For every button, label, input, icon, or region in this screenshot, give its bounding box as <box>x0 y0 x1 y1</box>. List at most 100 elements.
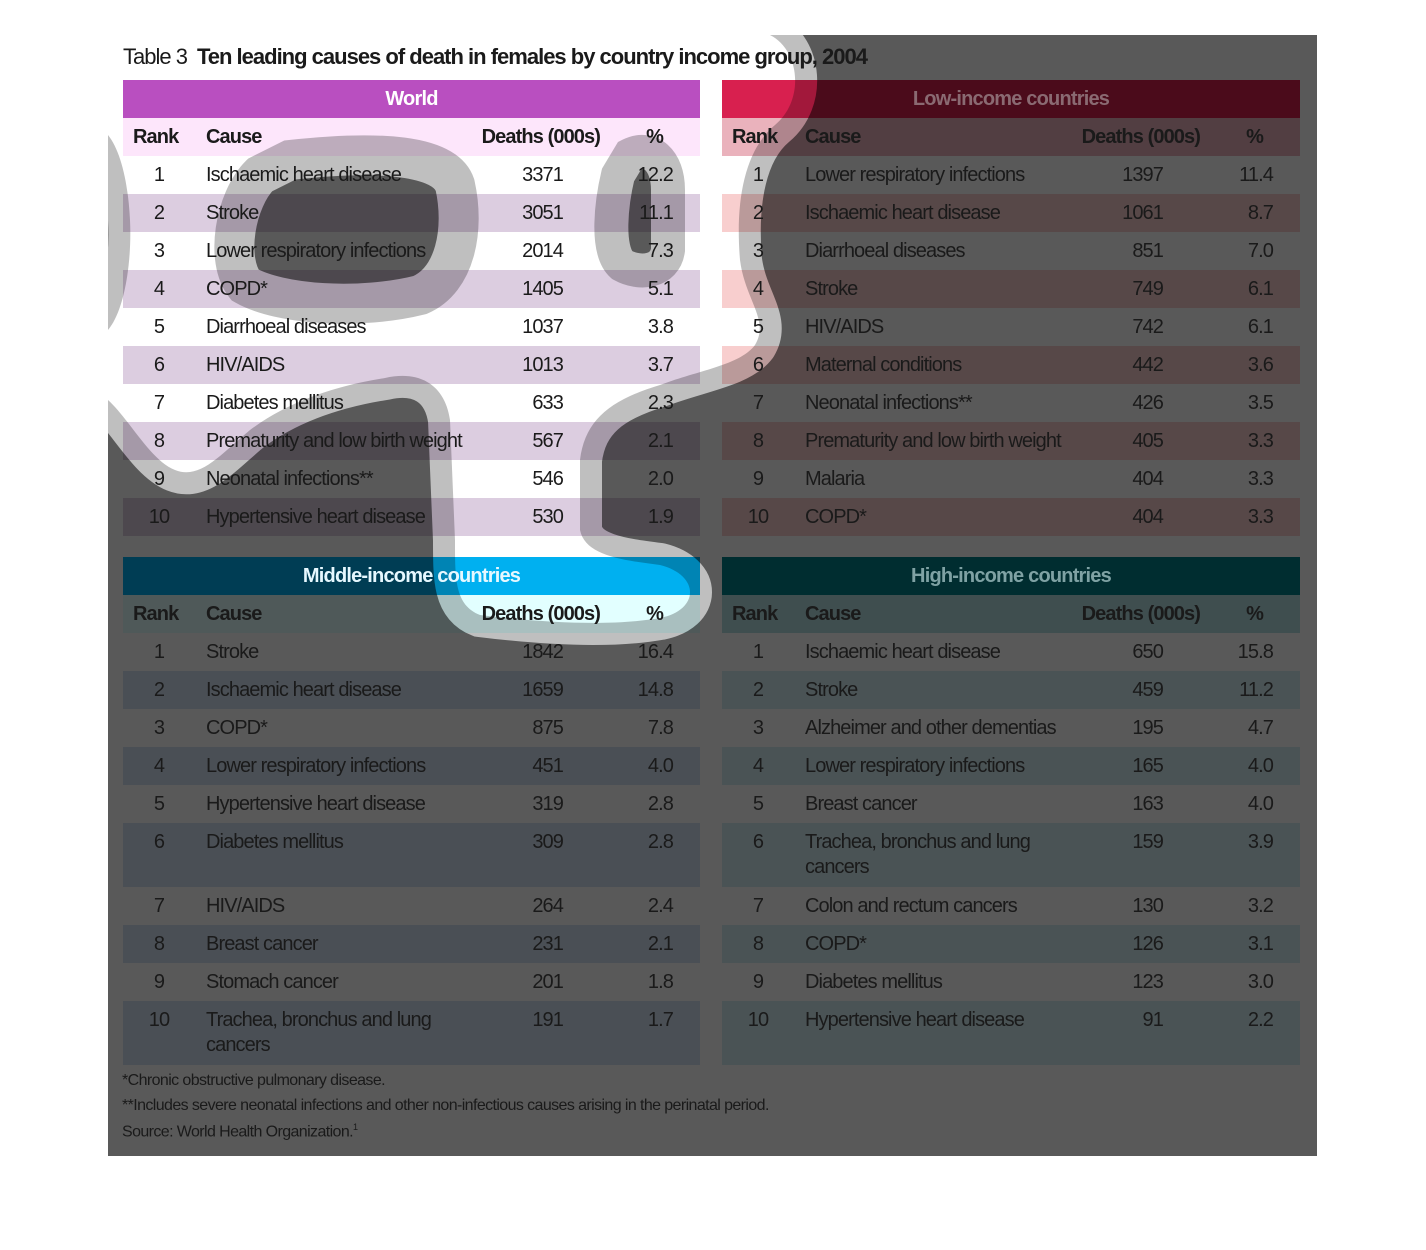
deaths-cell: 123 <box>1132 971 1164 993</box>
cause-cell: Diarrhoeal diseases <box>805 240 966 262</box>
cause-cell: COPD* <box>805 933 867 955</box>
cause-cell: Diabetes mellitus <box>206 392 344 414</box>
deaths-cell: 650 <box>1132 641 1164 663</box>
table-row: 7 HIV/AIDS 264 2.4 <box>123 887 700 925</box>
percent-cell: 2.4 <box>647 895 674 917</box>
table-header-title: Low-income countries <box>912 88 1110 110</box>
percent-cell: 5.1 <box>647 278 674 300</box>
cause-cell: Stroke <box>206 202 259 224</box>
deaths-cell: 3051 <box>522 202 564 224</box>
rank-cell: 8 <box>752 430 764 452</box>
deaths-cell: 851 <box>1132 240 1164 262</box>
rank-cell: 9 <box>153 971 165 993</box>
percent-cell: 12.2 <box>637 164 674 186</box>
table-row: 5 Diarrhoeal diseases 1037 3.8 <box>123 308 700 346</box>
deaths-cell: 231 <box>532 933 564 955</box>
cause-cell: Trachea, bronchus and lung cancers <box>206 1009 432 1056</box>
cause-cell: Malaria <box>805 468 865 490</box>
percent-cell: 3.7 <box>647 354 674 376</box>
footnote-source: Source: World Health Organization.1 <box>122 1122 358 1141</box>
col-cause: Cause <box>805 603 861 625</box>
column-header-row: Rank Cause Deaths (000s) % <box>123 118 700 156</box>
rank-cell: 1 <box>752 641 764 663</box>
col-deaths: Deaths (000s) <box>1081 603 1201 625</box>
table-row: 6 HIV/AIDS 1013 3.7 <box>123 346 700 384</box>
percent-cell: 7.0 <box>1247 240 1274 262</box>
deaths-cell: 1037 <box>522 316 564 338</box>
col-rank: Rank <box>732 126 778 148</box>
rank-cell: 3 <box>153 240 165 262</box>
cause-cell: Stroke <box>805 679 858 701</box>
percent-cell: 7.3 <box>647 240 674 262</box>
table-row: 4 Lower respiratory infections 165 4.0 <box>722 747 1300 785</box>
table-row: 9 Malaria 404 3.3 <box>722 460 1300 498</box>
rank-cell: 10 <box>747 506 769 528</box>
cause-cell: HIV/AIDS <box>206 895 285 917</box>
deaths-cell: 404 <box>1132 468 1164 490</box>
table-row: 1 Lower respiratory infections 1397 11.4 <box>722 156 1300 194</box>
percent-cell: 2.1 <box>647 933 674 955</box>
percent-cell: 14.8 <box>637 679 674 701</box>
rank-cell: 4 <box>153 755 165 777</box>
rank-cell: 4 <box>153 278 165 300</box>
table-row: 4 COPD* 1405 5.1 <box>123 270 700 308</box>
rank-cell: 6 <box>752 831 764 853</box>
table-title: Table 3 Ten leading causes of death in fe… <box>123 44 868 70</box>
column-header-row: Rank Cause Deaths (000s) % <box>123 595 700 633</box>
rank-cell: 10 <box>747 1009 769 1031</box>
deaths-cell: 1405 <box>522 278 564 300</box>
rank-cell: 1 <box>153 641 165 663</box>
deaths-cell: 633 <box>532 392 564 414</box>
cause-cell: Trachea, bronchus and lung cancers <box>805 831 1031 878</box>
table-header-title: High-income countries <box>911 565 1112 587</box>
rank-cell: 9 <box>752 971 764 993</box>
rank-cell: 2 <box>153 679 165 701</box>
percent-cell: 3.3 <box>1247 506 1274 528</box>
rank-cell: 7 <box>153 895 165 917</box>
col-rank: Rank <box>133 126 179 148</box>
percent-cell: 1.9 <box>647 506 674 528</box>
table-row: 10 Hypertensive heart disease 530 1.9 <box>123 498 700 536</box>
table-world: World Rank Cause Deaths (000s) % 1 Ischa… <box>123 80 700 536</box>
deaths-cell: 742 <box>1132 316 1164 338</box>
cause-cell: Breast cancer <box>206 933 319 955</box>
table-row: 8 Prematurity and low birth weight 405 3… <box>722 422 1300 460</box>
table-number: Table 3 <box>123 44 188 69</box>
deaths-cell: 426 <box>1132 392 1164 414</box>
col-percent: % <box>1246 126 1264 148</box>
rank-cell: 6 <box>153 354 165 376</box>
col-deaths: Deaths (000s) <box>1081 126 1201 148</box>
percent-cell: 3.2 <box>1247 895 1274 917</box>
percent-cell: 4.0 <box>647 755 674 777</box>
deaths-cell: 546 <box>532 468 564 490</box>
table-row: 3 Diarrhoeal diseases 851 7.0 <box>722 232 1300 270</box>
rank-cell: 1 <box>752 164 764 186</box>
deaths-cell: 1842 <box>522 641 564 663</box>
rank-cell: 4 <box>752 278 764 300</box>
table-row: 9 Diabetes mellitus 123 3.0 <box>722 963 1300 1001</box>
cause-cell: Ischaemic heart disease <box>206 679 402 701</box>
cause-cell: Ischaemic heart disease <box>805 202 1001 224</box>
deaths-cell: 530 <box>532 506 564 528</box>
table-header-title: World <box>385 88 438 110</box>
percent-cell: 2.1 <box>647 430 674 452</box>
deaths-cell: 3371 <box>522 164 564 186</box>
table-row: 7 Colon and rectum cancers 130 3.2 <box>722 887 1300 925</box>
cause-cell: Breast cancer <box>805 793 918 815</box>
table-row: 8 COPD* 126 3.1 <box>722 925 1300 963</box>
cause-cell: Neonatal infections** <box>206 468 374 490</box>
table-row: 10 Trachea, bronchus and lung cancers 19… <box>123 1001 700 1065</box>
table-row: 6 Diabetes mellitus 309 2.8 <box>123 823 700 887</box>
table-caption: Ten leading causes of death in females b… <box>196 44 868 69</box>
source-reference: 1 <box>352 1122 358 1132</box>
rank-cell: 10 <box>148 1009 170 1031</box>
table-row: 8 Breast cancer 231 2.1 <box>123 925 700 963</box>
deaths-cell: 1659 <box>522 679 564 701</box>
cause-cell: Lower respiratory infections <box>805 164 1025 186</box>
table-row: 2 Stroke 3051 11.1 <box>123 194 700 232</box>
deaths-cell: 319 <box>532 793 564 815</box>
deaths-cell: 875 <box>532 717 564 739</box>
table-row: 7 Neonatal infections** 426 3.5 <box>722 384 1300 422</box>
rank-cell: 1 <box>153 164 165 186</box>
rank-cell: 3 <box>752 240 764 262</box>
